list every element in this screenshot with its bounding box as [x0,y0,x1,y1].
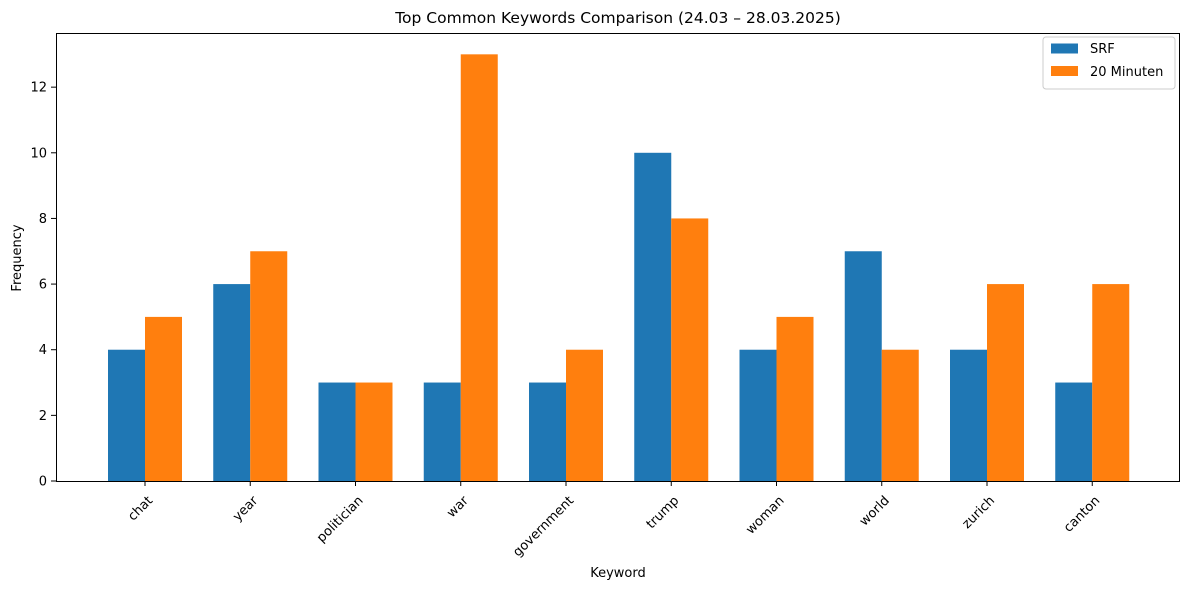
bar-srf-canton [1055,382,1093,481]
bar-srf-government [529,382,566,481]
legend-swatch-20-minuten [1051,66,1078,76]
bar-srf-zurich [950,349,987,481]
x-tick-label-world: world [857,493,893,529]
legend-swatch-srf [1051,43,1078,54]
legend-label-20-minuten: 20 Minuten [1090,65,1163,80]
chart-title: Top Common Keywords Comparison (24.03 – … [394,9,841,27]
bar-20-minuten-woman [776,316,814,481]
y-tick-label-6: 6 [39,278,47,293]
bar-srf-trump [634,152,672,482]
bar-srf-world [844,251,882,481]
legend-label-srf: SRF [1090,42,1115,57]
bar-20-minuten-government [566,349,603,481]
bar-srf-woman [739,349,777,481]
plot-frame [56,33,1180,482]
y-axis-label: Frequency [10,224,25,291]
x-tick-label-government: government [510,493,577,560]
bar-srf-war [423,382,461,481]
x-axis: chat year politician war government trump woma… [125,481,1103,560]
bar-20-minuten-war [460,54,498,481]
y-axis: 0 2 4 6 8 10 12 [30,81,56,490]
bar-20-minuten-zurich [987,284,1024,481]
x-tick-label-canton: canton [1061,493,1103,535]
x-tick-label-chat: chat [125,493,156,524]
bar-20-minuten-chat [145,316,182,481]
x-tick-label-trump: trump [644,493,683,532]
x-tick-label-year: year [230,493,262,525]
bar-20-minuten-canton [1092,284,1130,481]
y-tick-label-4: 4 [39,343,47,358]
y-tick-label-0: 0 [39,475,47,490]
bar-srf-politician [318,382,356,481]
bar-srf-year [213,284,251,481]
legend: SRF 20 Minuten [1042,36,1176,90]
x-tick-label-zurich: zurich [960,493,998,531]
bar-20-minuten-year [250,251,288,481]
y-tick-label-2: 2 [39,409,47,424]
x-axis-label: Keyword [590,566,646,581]
bar-20-minuten-world [881,349,919,481]
x-tick-label-war: war [444,493,472,521]
y-tick-label-12: 12 [30,81,47,96]
y-tick-label-10: 10 [30,146,47,161]
bar-20-minuten-politician [355,382,393,481]
bar-srf-chat [108,349,145,481]
bars-layer [108,54,1130,482]
x-tick-label-woman: woman [743,493,787,537]
y-tick-label-8: 8 [39,212,47,227]
bar-20-minuten-trump [671,218,709,481]
x-tick-label-politician: politician [314,493,366,545]
